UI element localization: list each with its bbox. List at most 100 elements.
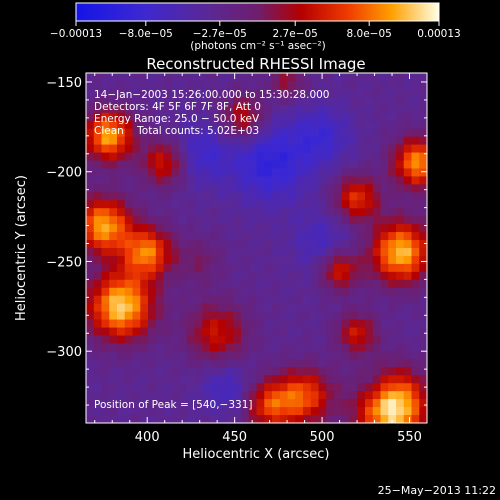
heatmap-cell — [326, 128, 335, 138]
heatmap-cell — [233, 232, 242, 241]
heatmap-cell — [365, 152, 374, 162]
heatmap-cell — [194, 168, 203, 177]
heatmap-cell — [334, 335, 343, 345]
heatmap-cell — [225, 208, 234, 217]
y-tick-label: −250 — [46, 255, 82, 270]
heatmap-cell — [225, 192, 234, 201]
heatmap-cell — [179, 136, 188, 146]
heatmap-cell — [217, 303, 227, 313]
heatmap-cell — [155, 351, 165, 360]
heatmap-cell — [155, 112, 165, 122]
heatmap-cell — [388, 311, 397, 321]
heatmap-cell — [388, 224, 397, 233]
heatmap-cell — [357, 343, 366, 352]
heatmap-cell — [372, 351, 382, 360]
heatmap-cell — [86, 73, 95, 82]
heatmap-cell — [241, 319, 250, 329]
heatmap-cell — [419, 80, 427, 90]
heatmap-cell — [86, 279, 95, 289]
heatmap-cell — [101, 415, 110, 423]
heatmap-cell — [279, 232, 289, 241]
heatmap-cell — [310, 248, 320, 257]
heatmap-cell — [272, 128, 281, 138]
heatmap-cell — [248, 168, 258, 177]
heatmap-cell — [256, 351, 265, 360]
heatmap-cell — [124, 383, 134, 392]
heatmap-cell — [225, 391, 234, 400]
heatmap-cell — [194, 80, 203, 90]
heatmap-cell — [179, 96, 188, 106]
heatmap-cell — [117, 375, 126, 384]
heatmap-cell — [148, 168, 157, 177]
heatmap-cell — [380, 279, 389, 289]
heatmap-cell — [365, 104, 374, 114]
heatmap-cell — [256, 120, 265, 130]
heatmap-cell — [372, 200, 382, 209]
heatmap-cell — [303, 232, 312, 241]
heatmap-cell — [349, 255, 358, 265]
heatmap-cell — [124, 311, 134, 321]
heatmap-cell — [396, 303, 405, 313]
heatmap-cell — [411, 383, 420, 392]
heatmap-cell — [349, 168, 358, 177]
heatmap-cell — [357, 391, 366, 400]
heatmap-cell — [194, 287, 203, 297]
heatmap-cell — [241, 311, 250, 321]
heatmap-cell — [334, 176, 343, 185]
heatmap-cell — [318, 136, 327, 146]
heatmap-cell — [225, 240, 234, 249]
heatmap-cell — [248, 80, 258, 90]
heatmap-cell — [326, 415, 335, 423]
heatmap-cell — [411, 232, 420, 241]
heatmap-cell — [295, 176, 304, 185]
heatmap-cell — [372, 295, 382, 305]
heatmap-cell — [264, 279, 273, 289]
heatmap-cell — [179, 375, 188, 384]
heatmap-cell — [241, 80, 250, 90]
heatmap-cell — [233, 311, 242, 321]
heatmap-cell — [210, 200, 219, 209]
heatmap-cell — [124, 128, 134, 138]
heatmap-cell — [303, 112, 312, 122]
heatmap-cell — [303, 216, 312, 225]
heatmap-cell — [372, 152, 382, 162]
heatmap-cell — [279, 319, 289, 329]
heatmap-cell — [109, 271, 118, 281]
heatmap-cell — [109, 136, 118, 146]
heatmap-cell — [163, 311, 172, 321]
heatmap-cell — [140, 248, 149, 257]
heatmap-cell — [279, 240, 289, 249]
heatmap-cell — [202, 271, 211, 281]
heatmap-cell — [217, 367, 227, 376]
heatmap-cell — [217, 391, 227, 400]
heatmap-cell — [86, 240, 95, 249]
heatmap-cell — [303, 248, 312, 257]
heatmap-cell — [318, 168, 327, 177]
heatmap-cell — [272, 407, 281, 416]
heatmap-cell — [396, 160, 405, 170]
heatmap-cell — [140, 208, 149, 217]
heatmap-cell — [388, 208, 397, 217]
heatmap-cell — [233, 407, 242, 416]
heatmap-cell — [155, 224, 165, 233]
heatmap-cell — [124, 73, 134, 82]
heatmap-cell — [372, 311, 382, 321]
heatmap-cell — [233, 327, 242, 337]
heatmap-cell — [117, 168, 126, 177]
heatmap-cell — [132, 295, 141, 305]
heatmap-cell — [233, 73, 242, 82]
heatmap-cell — [101, 128, 110, 138]
heatmap-cell — [396, 335, 405, 345]
heatmap-cell — [124, 255, 134, 265]
heatmap-cell — [341, 311, 351, 321]
heatmap-cell — [287, 112, 296, 122]
x-tick-label: 450 — [222, 430, 247, 445]
heatmap-cell — [93, 104, 103, 114]
heatmap-cell — [279, 343, 289, 352]
heatmap-cell — [380, 351, 389, 360]
heatmap-cell — [202, 208, 211, 217]
heatmap-cell — [318, 255, 327, 265]
heatmap-cell — [179, 216, 188, 225]
heatmap-cell — [186, 144, 196, 154]
heatmap-cell — [202, 335, 211, 345]
